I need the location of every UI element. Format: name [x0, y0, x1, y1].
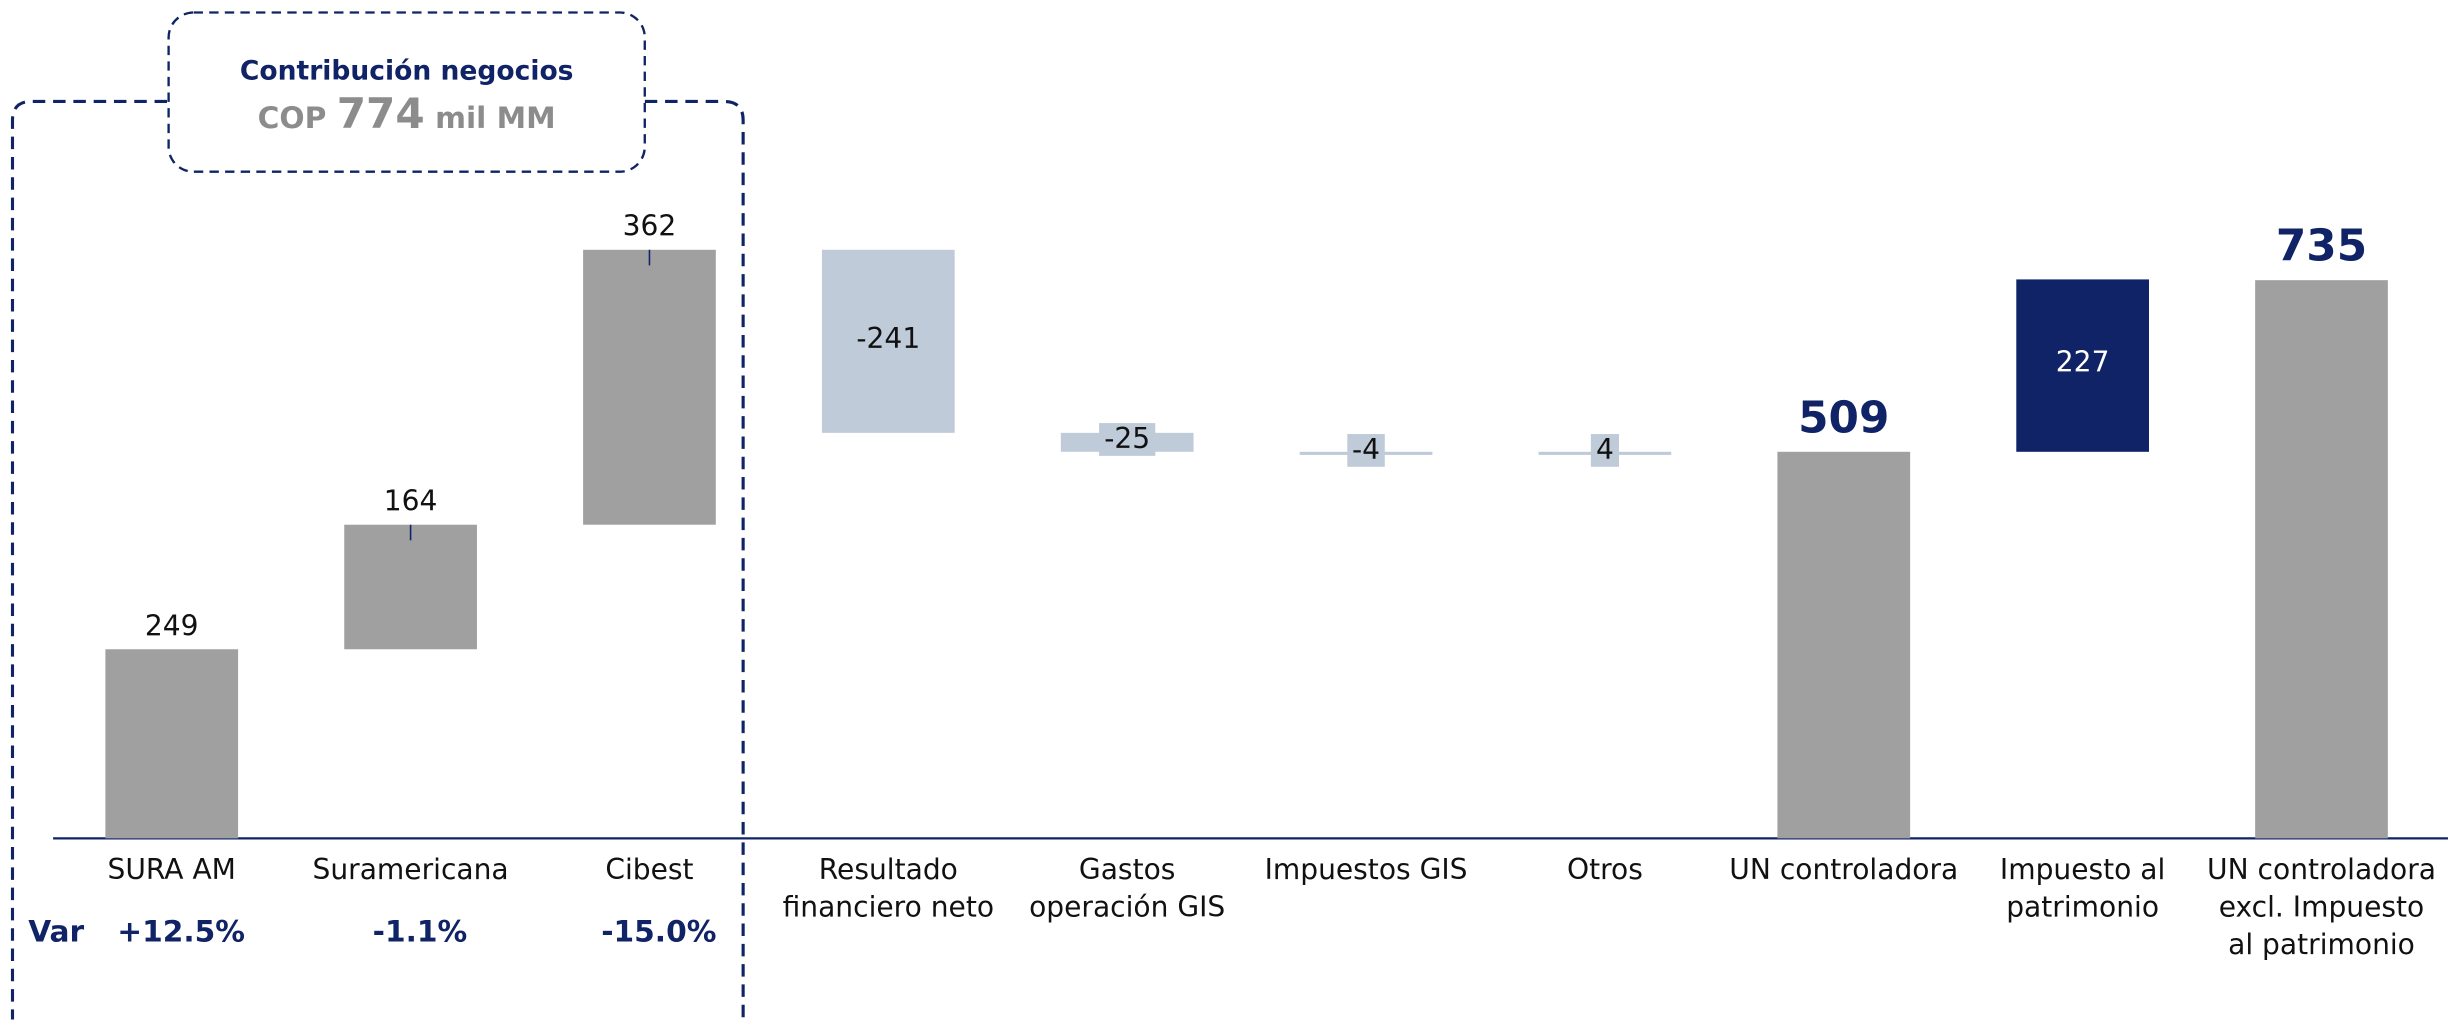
value-label: -241	[795, 322, 982, 356]
bar	[583, 249, 716, 525]
bar	[105, 649, 239, 839]
value-label: 164	[383, 485, 438, 519]
group-frame	[10, 99, 745, 1020]
x-tick-label: Cibest	[605, 853, 694, 887]
bar	[1777, 451, 1911, 839]
value-text: -241	[851, 322, 925, 356]
x-tick-label: Impuesto al patrimonio	[1999, 853, 2166, 925]
x-tick-label: Resultado financiero neto	[782, 853, 995, 925]
header-prefix: COP	[257, 101, 327, 136]
value-label: 227	[1989, 347, 2176, 380]
value-text: 4	[1591, 434, 1619, 467]
x-tick-label: UN controladora	[1729, 853, 1959, 887]
x-tick-label: Gastos operación GIS	[1029, 853, 1226, 925]
x-tick-label: Impuestos GIS	[1264, 853, 1468, 887]
header-box	[167, 11, 646, 173]
header-title: Contribución negocios	[239, 56, 574, 88]
header-unit: mil MM	[435, 101, 556, 136]
bar	[2016, 279, 2149, 452]
value-text: -25	[1099, 423, 1155, 457]
header-number: 774	[336, 90, 425, 139]
bar	[2255, 280, 2388, 839]
value-label: 4	[1511, 434, 1698, 467]
value-label: -4	[1272, 434, 1459, 467]
value-text: -4	[1347, 434, 1385, 467]
x-tick-label: SURA AM	[107, 853, 236, 887]
value-label: -25	[1034, 423, 1221, 457]
total-label: 735	[2275, 220, 2368, 273]
total-label: 509	[1798, 392, 1890, 444]
value-text: 227	[2055, 346, 2110, 380]
bar	[344, 524, 477, 650]
value-label: 362	[622, 210, 677, 244]
header: Contribución negocios COP 774 mil MM	[169, 12, 645, 171]
header-amount: COP 774 mil MM	[169, 91, 645, 139]
variation: +12.5%	[117, 914, 245, 950]
value-label: 249	[144, 610, 199, 643]
x-tick-label: UN controladora excl. Impuesto al patrim…	[2207, 853, 2436, 962]
var-label: Var	[28, 914, 85, 950]
variation: -15.0%	[601, 914, 717, 950]
variation: -1.1%	[372, 914, 468, 950]
x-tick-label: Otros	[1566, 853, 1643, 887]
x-tick-label: Suramericana	[312, 853, 509, 887]
